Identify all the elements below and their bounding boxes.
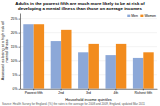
bar — [61, 30, 71, 89]
y-tick: 15% — [11, 45, 20, 49]
source: Source: Health Survey for England. (%) t… — [2, 102, 145, 106]
x-tick-label: Richest fifth — [134, 91, 152, 95]
bar-series — [23, 24, 143, 89]
y-tick-mark — [19, 47, 21, 48]
x-axis-title: Household income quintiles — [65, 98, 112, 102]
legend-label: Women — [144, 14, 156, 18]
bar — [23, 24, 33, 89]
bar-series — [34, 24, 154, 89]
x-tick-label: 3rd — [86, 91, 91, 95]
bar — [105, 55, 115, 89]
y-tick: 10% — [11, 59, 20, 63]
x-tick-label: Poorest fifth — [25, 91, 43, 95]
bar — [78, 52, 88, 88]
grid-line — [20, 18, 157, 19]
y-tick-mark — [19, 75, 21, 76]
bar — [51, 41, 61, 89]
x-tick-label: 2nd — [58, 91, 64, 95]
bars — [23, 24, 153, 89]
x-tick: 4th — [114, 89, 119, 95]
source-line: Source: Health Survey for England. (%) t… — [2, 102, 145, 106]
y-tick: 25% — [11, 17, 20, 21]
bar — [89, 44, 99, 89]
y-tick-mark — [19, 19, 21, 20]
x-tick: Poorest fifth — [25, 89, 43, 95]
bar — [34, 24, 44, 89]
grid — [20, 19, 157, 89]
legend-item: Men — [127, 14, 138, 18]
title: Adults in the poorest fifth are much mor… — [15, 1, 145, 11]
x-tick-label: 4th — [114, 91, 119, 95]
legend-swatch — [140, 15, 143, 17]
x-tick: 2nd — [58, 89, 64, 95]
y-tick-label: 25% — [11, 17, 18, 21]
y-tick-label: 15% — [11, 45, 18, 49]
y-tick-label: 10% — [11, 59, 18, 63]
y-axis-line — [20, 14, 21, 90]
legend-swatch — [127, 15, 130, 17]
bar — [116, 44, 126, 89]
y-axis: 0% 5% 10% 15% 20% 25% — [11, 14, 21, 92]
y-tick-mark — [19, 89, 21, 90]
legend-label: Men — [131, 14, 138, 18]
y-tick: 20% — [11, 31, 20, 35]
y-tick-mark — [19, 33, 21, 34]
y-tick-label: 0% — [13, 87, 18, 91]
bar — [143, 52, 153, 88]
y-axis-title-line: mental illness — [5, 39, 9, 62]
y-tick: 5% — [13, 73, 20, 77]
x-axis: Poorest fifth 2nd 3rd 4th Richest fifth — [21, 89, 158, 95]
y-axis-title: Assessed as being at a high risk ofmenta… — [1, 21, 9, 81]
x-tick: Richest fifth — [134, 89, 152, 95]
chart: Source: Health Survey for England. (%) t… — [0, 0, 160, 106]
legend-item: Women — [140, 14, 156, 18]
y-tick-mark — [19, 61, 21, 62]
y-tick: 0% — [13, 87, 20, 91]
bar — [133, 58, 143, 89]
x-axis-line — [21, 89, 158, 90]
y-tick-label: 20% — [11, 31, 18, 35]
title-line: developing a mental illness than those o… — [18, 6, 143, 11]
legend: Men Women — [127, 14, 156, 18]
y-tick-label: 5% — [13, 73, 18, 77]
x-tick: 3rd — [86, 89, 91, 95]
